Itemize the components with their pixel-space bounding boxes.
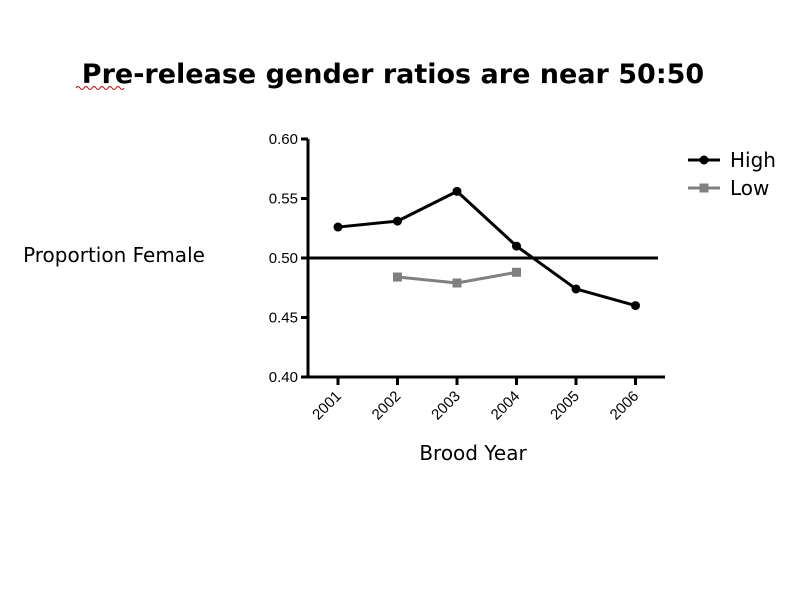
data-point <box>393 216 402 226</box>
data-point <box>512 267 521 277</box>
legend-label-high: High <box>730 148 776 172</box>
x-tick-label: 2001 <box>309 388 345 424</box>
y-tick-label: 0.45 <box>269 310 298 327</box>
data-point <box>512 241 521 251</box>
spellcheck-underline <box>75 86 125 90</box>
y-axis-label: Proportion Female <box>23 243 205 267</box>
y-tick-label: 0.50 <box>269 250 298 267</box>
data-point <box>452 278 462 288</box>
data-point <box>452 186 462 196</box>
chart-title: Pre-release gender ratios are near 50:50 <box>82 59 704 90</box>
series-group <box>333 186 640 311</box>
data-point <box>393 272 402 282</box>
x-axis-label: Brood Year <box>419 441 527 465</box>
x-tick-label: 2002 <box>369 388 405 424</box>
legend: High Low <box>688 148 776 200</box>
y-tick-label: 0.40 <box>269 369 298 386</box>
legend-label-low: Low <box>730 176 769 200</box>
y-tick-label: 0.55 <box>269 191 298 208</box>
x-tick-label: 2004 <box>488 388 524 424</box>
legend-marker-low <box>699 183 709 193</box>
data-point <box>631 301 640 311</box>
legend-marker-high <box>699 155 709 165</box>
x-tick-label: 2006 <box>607 388 643 424</box>
x-tick-label: 2003 <box>428 388 464 424</box>
axes: 0.40 0.45 0.50 0.55 0.60 2001 2002 2003 2004 2005… <box>269 131 665 423</box>
data-point <box>571 284 581 294</box>
x-tick-label: 2005 <box>547 388 583 424</box>
series-high <box>333 186 640 311</box>
series-low <box>393 267 521 288</box>
series-line-high <box>337 189 636 308</box>
data-point <box>333 222 343 232</box>
y-tick-label: 0.60 <box>269 131 298 148</box>
